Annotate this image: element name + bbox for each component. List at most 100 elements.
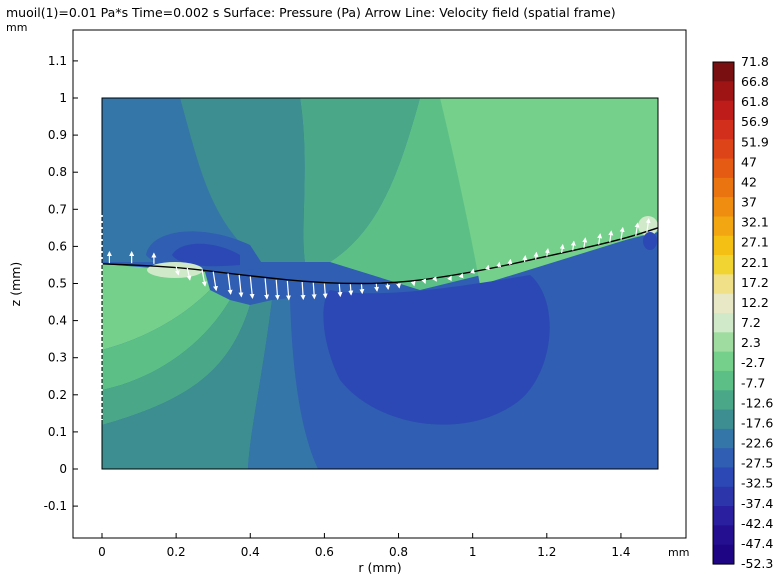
x-tick-label-6: 1.2 <box>537 545 556 559</box>
y-tick-label-11: 1 <box>59 91 67 105</box>
pressure-region-upper-core <box>172 243 240 267</box>
colorbar-tick-label-1: 66.8 <box>741 74 769 89</box>
colorbar-tick-label-21: -32.5 <box>741 476 773 491</box>
x-tick-label-4: 0.8 <box>389 545 408 559</box>
velocity-arrow-10 <box>264 278 270 300</box>
colorbar-segment-5 <box>713 158 734 179</box>
velocity-arrow-4 <box>186 267 192 281</box>
colorbar-segment-22 <box>713 486 734 507</box>
domain-border <box>101 97 659 470</box>
colorbar-tick-label-5: 47 <box>741 154 757 169</box>
colorbar-tick-label-15: -2.7 <box>741 355 765 370</box>
x-tick-label-5: 1 <box>469 545 477 559</box>
colorbar-segment-20 <box>713 448 734 469</box>
colorbar-tick-label-17: -12.6 <box>741 395 773 410</box>
colorbar-segment-9 <box>713 235 734 256</box>
colorbar-tick-label-20: -27.5 <box>741 456 773 471</box>
y-tick-label-9: 0.8 <box>48 165 67 179</box>
pressure-region-lower-right-dark <box>323 275 550 425</box>
velocity-arrow-39 <box>619 226 625 240</box>
colorbar-segment-12 <box>713 293 734 314</box>
y-tick-label-2: 0.1 <box>48 425 67 439</box>
colorbar-segment-4 <box>713 139 734 160</box>
colorbar-tick-label-24: -47.4 <box>741 536 773 551</box>
colorbar-tick-label-23: -42.4 <box>741 516 773 531</box>
colorbar-segment-11 <box>713 274 734 295</box>
pressure-region-upper-teal <box>300 98 420 262</box>
colorbar-tick-label-4: 51.9 <box>741 134 769 149</box>
velocity-arrow-5 <box>201 269 207 287</box>
velocity-arrow-32 <box>533 251 539 260</box>
y-axis-label: z (mm) <box>8 262 23 307</box>
pressure-region-lower-left-deep <box>102 300 272 469</box>
colorbar-frame <box>712 61 735 565</box>
velocity-arrow-26 <box>458 272 464 279</box>
velocity-arrow-12 <box>286 280 291 301</box>
interface-curve <box>102 227 658 285</box>
pressure-corner-low <box>643 232 657 250</box>
velocity-arrow-40 <box>634 222 640 237</box>
velocity-arrow-25 <box>447 275 452 282</box>
colorbar-tick-label-18: -17.6 <box>741 415 773 430</box>
colorbar-segment-25 <box>713 544 734 565</box>
velocity-arrow-31 <box>522 255 528 263</box>
colorbar-tick-label-11: 17.2 <box>741 275 769 290</box>
x-tick-label-3: 0.6 <box>315 545 334 559</box>
velocity-arrow-33 <box>544 248 550 257</box>
pressure-region-lower-left-teal <box>102 300 250 425</box>
velocity-arrow-7 <box>227 273 233 295</box>
velocity-arrow-24 <box>432 276 437 282</box>
y-tick-label-4: 0.3 <box>48 351 67 365</box>
colorbar-tick-label-22: -37.4 <box>741 496 773 511</box>
pressure-region-lower-mid <box>248 298 318 469</box>
velocity-arrow-23 <box>421 278 427 285</box>
velocity-arrow-3 <box>174 266 180 276</box>
y-tick-label-8: 0.7 <box>48 202 67 216</box>
velocity-arrow-34 <box>559 243 565 254</box>
colorbar-segment-2 <box>713 100 734 121</box>
colorbar-tick-label-8: 32.1 <box>741 215 769 230</box>
y-tick-label-7: 0.6 <box>48 239 67 253</box>
colorbar-segment-18 <box>713 409 734 430</box>
y-tick-label-3: 0.2 <box>48 388 67 402</box>
velocity-arrow-38 <box>608 230 614 243</box>
velocity-arrow-36 <box>582 237 588 248</box>
velocity-arrow-29 <box>496 261 502 268</box>
x-axis-ticks: 0 0.2 0.4 0.6 0.8 1 1.2 1.4 <box>98 533 630 559</box>
colorbar-tick-label-19: -22.6 <box>741 436 773 451</box>
colorbar-segment-1 <box>713 81 734 102</box>
velocity-arrow-15 <box>322 283 328 299</box>
velocity-arrow-41 <box>645 217 651 233</box>
colorbar-tick-label-12: 12.2 <box>741 295 769 310</box>
velocity-arrow-22 <box>410 280 416 287</box>
y-tick-label-6: 0.5 <box>48 277 67 291</box>
colorbar-segment-0 <box>713 62 734 82</box>
colorbar-segment-24 <box>713 525 734 546</box>
colorbar-tick-label-16: -7.7 <box>741 375 765 390</box>
colorbar-tick-label-7: 37 <box>741 195 757 210</box>
velocity-arrow-21 <box>396 283 402 289</box>
velocity-arrow-14 <box>311 282 317 300</box>
x-tick-label-2: 0.4 <box>241 545 260 559</box>
velocity-arrow-35 <box>570 240 576 251</box>
velocity-arrow-27 <box>470 268 475 274</box>
colorbar-ticks: 71.8 66.8 61.8 56.9 51.9 47 42 37 32.1 27.1 22.1 17… <box>741 54 773 571</box>
pressure-region-upper-right-bright <box>440 98 658 285</box>
colorbar-tick-label-2: 61.8 <box>741 94 769 109</box>
velocity-arrow-18 <box>359 284 365 295</box>
colorbar-segment-15 <box>713 351 734 372</box>
colorbar <box>712 61 735 565</box>
velocity-arrow-28 <box>484 264 490 271</box>
pressure-region-upper-left <box>102 98 260 262</box>
velocity-arrow-20 <box>385 283 391 291</box>
y-axis-unit: mm <box>6 21 27 34</box>
x-tick-label-7: 1.4 <box>611 545 630 559</box>
colorbar-segment-10 <box>713 255 734 275</box>
velocity-arrow-30 <box>507 258 513 266</box>
velocity-arrow-37 <box>597 233 603 245</box>
pressure-region-lower-left-green <box>102 264 210 350</box>
velocity-arrow-8 <box>238 274 244 298</box>
velocity-arrow-17 <box>348 284 354 296</box>
x-tick-label-1: 0.2 <box>167 545 186 559</box>
